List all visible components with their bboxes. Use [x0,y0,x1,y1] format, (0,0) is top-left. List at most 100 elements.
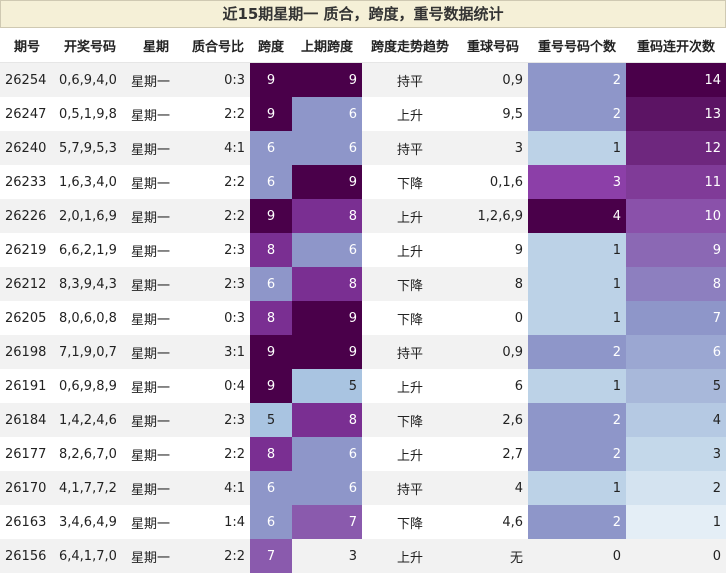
cell-repeat-count: 2 [528,403,626,437]
cell-numbers: 8,2,6,7,0 [54,437,126,471]
cell-span: 9 [250,62,292,97]
cell-prev-span: 9 [292,62,362,97]
cell-repeat-count: 3 [528,165,626,199]
cell-weekday: 星期一 [126,199,186,233]
cell-numbers: 3,4,6,4,9 [54,505,126,539]
cell-trend: 持平 [362,131,458,165]
cell-trend: 下降 [362,403,458,437]
cell-span: 6 [250,471,292,505]
cell-numbers: 7,1,9,0,7 [54,335,126,369]
cell-repeat-count: 1 [528,267,626,301]
stats-table: 期号 开奖号码 星期 质合号比 跨度 上期跨度 跨度走势趋势 重球号码 重号号码… [0,28,726,573]
cell-repeat-count: 4 [528,199,626,233]
header-numbers: 开奖号码 [54,28,126,63]
cell-streak: 5 [626,369,726,403]
cell-trend: 持平 [362,335,458,369]
table-row: 26163 3,4,6,4,9 星期一 1:4 6 7 下降 4,6 2 1 [0,505,726,539]
cell-trend: 持平 [362,471,458,505]
cell-weekday: 星期一 [126,403,186,437]
cell-ratio: 0:3 [186,301,250,335]
cell-prev-span: 7 [292,505,362,539]
cell-streak: 6 [626,335,726,369]
cell-weekday: 星期一 [126,97,186,131]
cell-repeat-count: 2 [528,97,626,131]
cell-streak: 7 [626,301,726,335]
cell-span: 8 [250,233,292,267]
cell-repeat-count: 1 [528,131,626,165]
cell-weekday: 星期一 [126,267,186,301]
table-row: 26198 7,1,9,0,7 星期一 3:1 9 9 持平 0,9 2 6 [0,335,726,369]
cell-span: 6 [250,131,292,165]
cell-repeat-nums: 无 [458,539,528,573]
cell-streak: 10 [626,199,726,233]
cell-span: 6 [250,267,292,301]
cell-trend: 下降 [362,267,458,301]
cell-repeat-count: 1 [528,369,626,403]
cell-streak: 3 [626,437,726,471]
cell-numbers: 5,7,9,5,3 [54,131,126,165]
cell-repeat-count: 1 [528,233,626,267]
cell-ratio: 2:2 [186,165,250,199]
cell-weekday: 星期一 [126,471,186,505]
table-row: 26177 8,2,6,7,0 星期一 2:2 8 6 上升 2,7 2 3 [0,437,726,471]
cell-trend: 上升 [362,233,458,267]
cell-numbers: 6,6,2,1,9 [54,233,126,267]
cell-issue: 26191 [0,369,54,403]
table-row: 26205 8,0,6,0,8 星期一 0:3 8 9 下降 0 1 7 [0,301,726,335]
cell-prev-span: 6 [292,97,362,131]
cell-issue: 26177 [0,437,54,471]
cell-repeat-count: 2 [528,62,626,97]
cell-repeat-nums: 4,6 [458,505,528,539]
cell-streak: 1 [626,505,726,539]
cell-repeat-nums: 4 [458,471,528,505]
cell-streak: 4 [626,403,726,437]
cell-weekday: 星期一 [126,301,186,335]
header-span: 跨度 [250,28,292,63]
cell-prev-span: 6 [292,471,362,505]
cell-issue: 26219 [0,233,54,267]
table-row: 26212 8,3,9,4,3 星期一 2:3 6 8 下降 8 1 8 [0,267,726,301]
cell-ratio: 2:2 [186,539,250,573]
header-ratio: 质合号比 [186,28,250,63]
cell-issue: 26198 [0,335,54,369]
cell-weekday: 星期一 [126,369,186,403]
cell-issue: 26205 [0,301,54,335]
cell-issue: 26163 [0,505,54,539]
cell-numbers: 2,0,1,6,9 [54,199,126,233]
table-row: 26254 0,6,9,4,0 星期一 0:3 9 9 持平 0,9 2 14 [0,62,726,97]
cell-ratio: 2:3 [186,233,250,267]
cell-prev-span: 5 [292,369,362,403]
cell-numbers: 0,6,9,8,9 [54,369,126,403]
cell-span: 8 [250,301,292,335]
cell-trend: 上升 [362,539,458,573]
cell-span: 9 [250,199,292,233]
header-row: 期号 开奖号码 星期 质合号比 跨度 上期跨度 跨度走势趋势 重球号码 重号号码… [0,28,726,63]
cell-ratio: 1:4 [186,505,250,539]
cell-prev-span: 3 [292,539,362,573]
cell-repeat-nums: 0 [458,301,528,335]
header-repeat-nums: 重球号码 [458,28,528,63]
cell-issue: 26240 [0,131,54,165]
cell-ratio: 2:2 [186,199,250,233]
cell-streak: 0 [626,539,726,573]
cell-streak: 9 [626,233,726,267]
cell-repeat-count: 1 [528,471,626,505]
cell-repeat-nums: 9 [458,233,528,267]
table-row: 26156 6,4,1,7,0 星期一 2:2 7 3 上升无 0 0 [0,539,726,573]
table-row: 26191 0,6,9,8,9 星期一 0:4 9 5 上升 6 1 5 [0,369,726,403]
cell-numbers: 0,5,1,9,8 [54,97,126,131]
cell-span: 5 [250,403,292,437]
cell-streak: 2 [626,471,726,505]
cell-repeat-nums: 9,5 [458,97,528,131]
cell-streak: 14 [626,62,726,97]
cell-streak: 8 [626,267,726,301]
cell-numbers: 8,0,6,0,8 [54,301,126,335]
cell-ratio: 0:3 [186,62,250,97]
cell-prev-span: 9 [292,301,362,335]
cell-issue: 26170 [0,471,54,505]
cell-prev-span: 8 [292,199,362,233]
cell-issue: 26247 [0,97,54,131]
cell-weekday: 星期一 [126,335,186,369]
table-row: 26219 6,6,2,1,9 星期一 2:3 8 6 上升 9 1 9 [0,233,726,267]
cell-weekday: 星期一 [126,131,186,165]
